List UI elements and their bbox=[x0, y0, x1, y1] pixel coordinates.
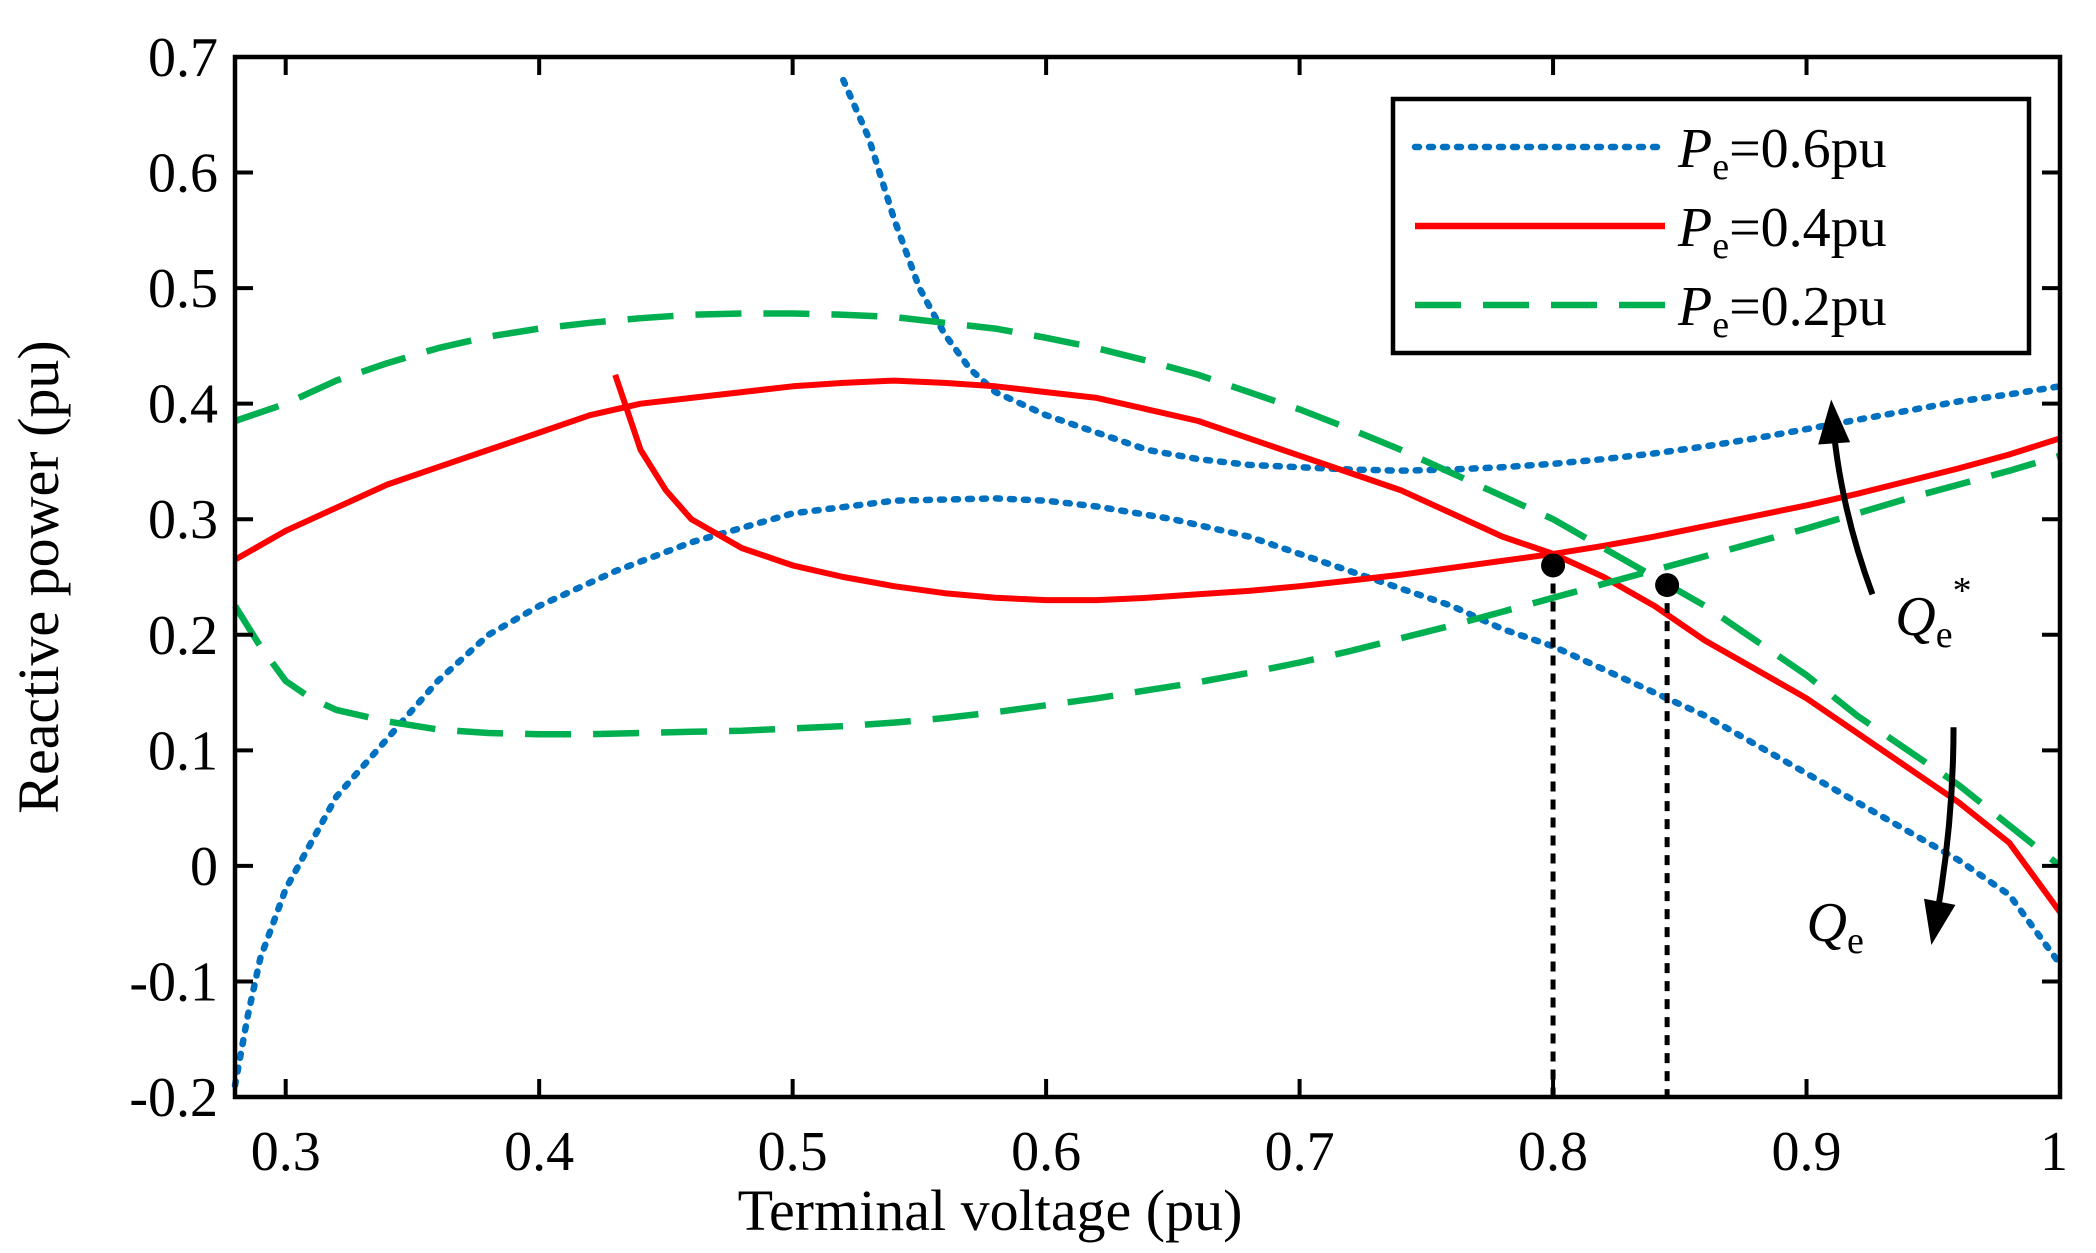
series-0-branch-1 bbox=[231, 495, 2064, 1089]
annotation-arrow-head bbox=[1924, 898, 1956, 946]
annotation-symbol: Q bbox=[1895, 586, 1935, 648]
x-axis-title: Terminal voltage (pu) bbox=[738, 1178, 1243, 1243]
annotations-layer: Qe*Qe bbox=[1807, 399, 1972, 962]
y-tick-label: 0.6 bbox=[148, 143, 218, 205]
legend-label-symbol: P bbox=[1677, 276, 1712, 338]
legend-label-symbol: P bbox=[1677, 197, 1712, 259]
y-tick-label: 0.4 bbox=[148, 374, 218, 436]
y-tick-label: 0.1 bbox=[148, 720, 218, 782]
legend-label: Pe=0.6pu bbox=[1677, 118, 1887, 188]
y-axis-title: Reactive power (pu) bbox=[6, 340, 71, 813]
operating-point-marker bbox=[1655, 573, 1680, 598]
legend-label-value: =0.4pu bbox=[1729, 197, 1887, 259]
y-tick-labels: -0.2 -0.1 0 0.1 0.2 0.3 0.4 0.5 0.6 0.7 bbox=[129, 27, 218, 1129]
y-tick-label: 0 bbox=[190, 836, 218, 898]
x-tick-labels: 0.3 0.4 0.5 0.6 0.7 0.8 0.9 1 bbox=[251, 1121, 2068, 1183]
series-1-branch-0 bbox=[233, 377, 2063, 914]
legend-label-value: =0.2pu bbox=[1729, 276, 1887, 338]
plot-frame bbox=[232, 54, 2063, 1100]
legend-label-value: =0.6pu bbox=[1729, 118, 1887, 180]
annotation-superscript: * bbox=[1953, 570, 1972, 612]
y-tick-label: -0.2 bbox=[129, 1067, 218, 1129]
legend-label: Pe=0.4pu bbox=[1677, 197, 1887, 267]
x-tick-label: 0.6 bbox=[1011, 1121, 1081, 1183]
y-tick-label: 0.5 bbox=[148, 258, 218, 320]
x-tick-label: 0.7 bbox=[1265, 1121, 1335, 1183]
legend-label-subscript: e bbox=[1712, 225, 1729, 267]
annotation-subscript: e bbox=[1847, 920, 1864, 962]
x-tick-label: 0.9 bbox=[1772, 1121, 1842, 1183]
series-2-branch-0 bbox=[233, 310, 2063, 869]
legend-label: Pe=0.2pu bbox=[1677, 276, 1887, 346]
annotation-label: Qe* bbox=[1895, 570, 1971, 656]
guides-layer bbox=[1541, 553, 1680, 1097]
x-tick-label: 0.8 bbox=[1518, 1121, 1588, 1183]
x-tick-label: 0.4 bbox=[504, 1121, 574, 1183]
annotation-arrow-head bbox=[1818, 399, 1851, 445]
x-tick-label: 0.5 bbox=[758, 1121, 828, 1183]
legend-label-subscript: e bbox=[1712, 146, 1729, 188]
annotation-subscript: e bbox=[1936, 614, 1953, 656]
y-tick-label: 0.3 bbox=[148, 489, 218, 551]
ticks-layer bbox=[235, 55, 2062, 1099]
y-tick-label: 0.7 bbox=[148, 27, 218, 89]
annotation-symbol: Q bbox=[1807, 892, 1847, 954]
x-tick-label: 1 bbox=[2040, 1121, 2068, 1183]
operating-point-marker bbox=[1541, 553, 1566, 578]
x-tick-label: 0.3 bbox=[251, 1121, 321, 1183]
annotation-label: Qe bbox=[1807, 892, 1864, 962]
legend-box bbox=[1390, 96, 2032, 356]
series-1-branch-1 bbox=[612, 373, 2061, 604]
legend-label-symbol: P bbox=[1677, 118, 1712, 180]
legend-label-subscript: e bbox=[1712, 304, 1729, 346]
y-tick-label: 0.2 bbox=[148, 605, 218, 667]
series-2-branch-1 bbox=[232, 452, 2061, 738]
y-tick-label: -0.1 bbox=[129, 951, 218, 1013]
